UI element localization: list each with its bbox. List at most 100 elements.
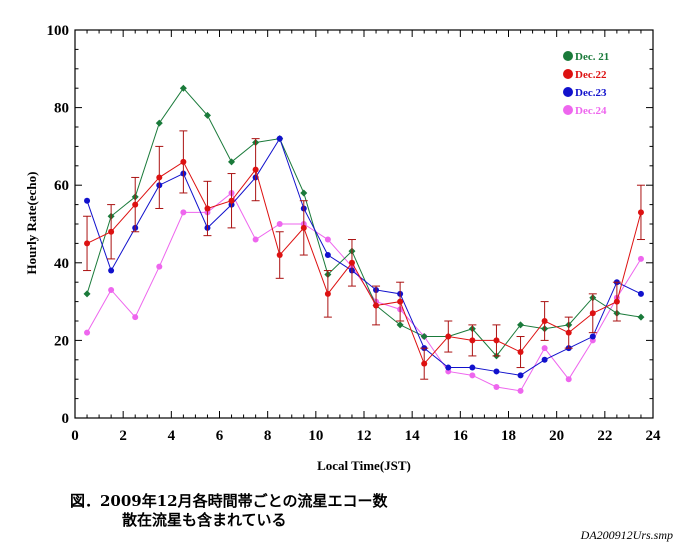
data-point [179, 84, 187, 92]
data-point [252, 166, 259, 173]
data-point [300, 224, 307, 231]
y-tick-label: 60 [54, 178, 69, 194]
data-point [469, 337, 476, 344]
data-point [252, 236, 259, 243]
data-point [565, 376, 572, 383]
series-line [86, 87, 642, 357]
series-line [86, 192, 642, 392]
data-point [324, 290, 331, 297]
x-tick-label: 24 [646, 428, 662, 444]
data-point [541, 345, 548, 352]
series-line [86, 137, 642, 376]
data-point [324, 236, 331, 243]
x-tick-label: 12 [357, 428, 372, 444]
x-tick-label: 6 [216, 428, 224, 444]
x-tick-label: 20 [549, 428, 564, 444]
y-tick-label: 80 [54, 101, 69, 117]
legend-label: Dec.22 [575, 69, 607, 81]
x-tick-label: 0 [71, 428, 79, 444]
data-point [156, 174, 163, 181]
x-tick-label: 14 [405, 428, 421, 444]
data-point [84, 329, 91, 336]
x-tick-label: 18 [501, 428, 516, 444]
series-0 [83, 84, 645, 360]
x-tick-label: 4 [168, 428, 176, 444]
data-point [613, 298, 620, 305]
legend-label: Dec.23 [575, 87, 607, 99]
data-point [396, 321, 404, 329]
data-point [132, 314, 139, 321]
data-point [445, 333, 452, 340]
data-point [589, 310, 596, 317]
data-point [84, 240, 91, 247]
data-point [517, 321, 525, 329]
data-point [493, 368, 500, 375]
data-point [83, 290, 91, 298]
data-point [348, 259, 355, 266]
data-point [493, 337, 500, 344]
data-point [276, 221, 283, 227]
data-point [300, 189, 308, 197]
data-point [420, 333, 428, 341]
data-point [445, 364, 452, 371]
data-point [276, 135, 283, 142]
data-point [637, 290, 644, 297]
data-point [397, 298, 404, 305]
data-point [589, 333, 596, 340]
series-line [86, 161, 642, 365]
data-point [637, 255, 644, 262]
data-point [108, 228, 115, 235]
data-point [156, 263, 163, 270]
data-point [276, 252, 283, 259]
x-tick-label: 22 [597, 428, 612, 444]
legend-marker [563, 69, 573, 79]
data-point [565, 329, 572, 336]
data-point [228, 158, 236, 166]
data-point [84, 197, 91, 204]
data-point [517, 387, 524, 394]
legend-label: Dec.24 [575, 105, 607, 117]
data-point [493, 383, 500, 390]
data-point [324, 252, 331, 259]
y-tick-label: 20 [54, 333, 69, 349]
caption-line-1: 図．2009年12月各時間帯ごとの流星エコー数 [70, 492, 388, 510]
data-point [637, 209, 644, 216]
data-point [132, 201, 139, 208]
data-point [469, 364, 476, 371]
x-tick-label: 16 [453, 428, 469, 444]
source-filename: DA200912Urs.smp [580, 528, 673, 542]
data-point [108, 267, 115, 274]
y-tick-label: 40 [54, 256, 69, 272]
x-tick-label: 8 [264, 428, 272, 444]
data-point [108, 286, 115, 293]
x-tick-label: 2 [119, 428, 127, 444]
y-axis-label: Hourly Rate(echo) [24, 172, 39, 275]
data-point [517, 372, 524, 379]
data-point [637, 313, 645, 321]
data-point [373, 302, 380, 309]
legend-marker [563, 105, 573, 115]
data-point [517, 349, 524, 356]
legend-marker [563, 87, 573, 97]
data-point [155, 119, 163, 127]
data-point [180, 158, 187, 165]
series-1 [83, 130, 645, 380]
legend-label: Dec. 21 [575, 51, 609, 63]
data-point [469, 372, 476, 379]
series-3 [84, 189, 644, 394]
x-axis-label: Local Time(JST) [317, 458, 411, 473]
data-point [541, 356, 548, 363]
data-point [541, 318, 548, 324]
x-tick-label: 10 [308, 428, 323, 444]
data-point [204, 205, 211, 212]
y-tick-label: 100 [47, 23, 70, 39]
data-point [228, 197, 235, 204]
figure-caption: 図．2009年12月各時間帯ごとの流星エコー数 散在流星も含まれている [70, 492, 387, 530]
caption-line-2: 散在流星も含まれている [122, 511, 287, 529]
data-point [180, 209, 187, 216]
data-point [421, 360, 428, 367]
y-tick-label: 0 [62, 411, 70, 427]
data-point [203, 111, 211, 119]
legend-marker [563, 51, 573, 61]
